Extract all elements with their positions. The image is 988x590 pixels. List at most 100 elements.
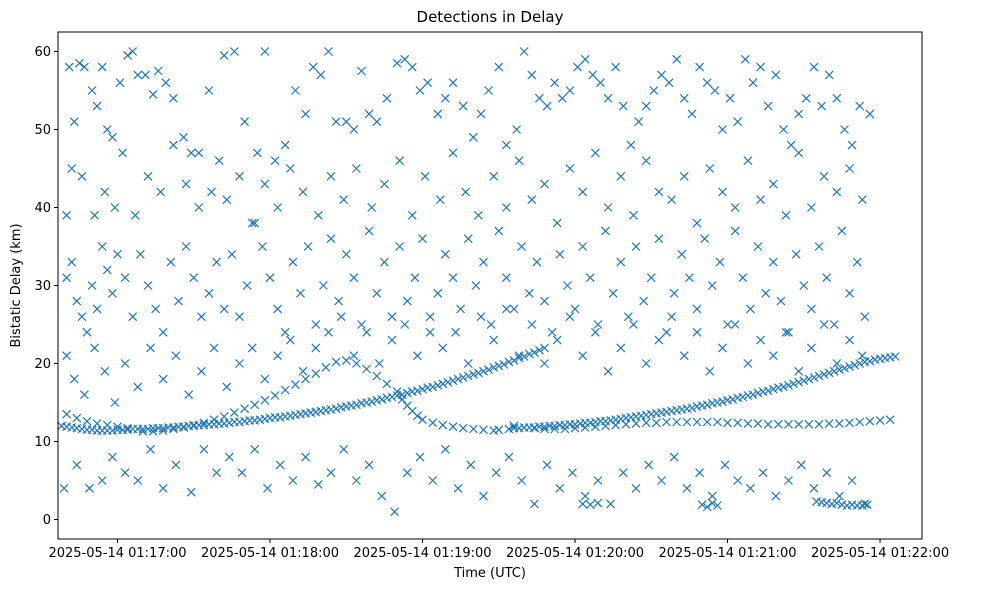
data-point: [219, 304, 229, 314]
data-point: [540, 179, 549, 189]
data-point: [301, 109, 311, 119]
data-point: [753, 419, 763, 429]
data-point: [718, 343, 727, 353]
data-point: [733, 117, 743, 127]
x-tick-label: 2025-05-14 01:17:00: [48, 546, 186, 561]
data-point: [428, 418, 438, 428]
data-point: [382, 379, 392, 389]
data-point: [387, 312, 397, 322]
data-point: [608, 288, 618, 298]
data-point: [621, 419, 631, 429]
data-point: [479, 425, 488, 435]
y-tick-label: 50: [34, 123, 51, 138]
data-point: [501, 203, 511, 212]
data-point: [209, 343, 219, 353]
data-point: [753, 242, 763, 251]
data-point: [707, 491, 717, 501]
data-point: [275, 460, 285, 470]
data-point: [534, 93, 544, 103]
data-point: [260, 374, 270, 384]
data-point: [120, 359, 130, 368]
data-point: [794, 366, 804, 376]
data-point: [341, 117, 351, 127]
data-point: [339, 195, 349, 205]
data-point: [151, 304, 161, 314]
data-point: [611, 62, 621, 72]
data-point: [855, 101, 865, 111]
data-point: [779, 125, 788, 134]
data-point: [196, 312, 206, 322]
data-point: [146, 343, 155, 353]
data-point: [801, 93, 811, 103]
data-point: [168, 140, 178, 150]
data-point: [415, 86, 425, 95]
data-point: [710, 86, 720, 95]
data-point: [730, 320, 740, 329]
data-point: [822, 273, 832, 283]
data-point: [784, 380, 793, 390]
data-point: [730, 226, 740, 236]
data-point: [448, 78, 458, 88]
data-point: [351, 400, 361, 410]
data-point: [529, 423, 539, 433]
data-point: [834, 365, 844, 375]
data-point: [573, 62, 583, 72]
data-point: [240, 404, 250, 414]
data-point: [367, 397, 377, 407]
data-point: [578, 499, 588, 509]
data-point: [771, 70, 781, 80]
data-point: [560, 424, 570, 434]
data-point: [166, 257, 176, 267]
data-point: [367, 203, 377, 212]
data-point: [235, 171, 244, 181]
data-point: [181, 179, 191, 189]
data-point: [524, 349, 534, 359]
data-point: [128, 312, 138, 322]
data-point: [438, 379, 448, 389]
data-point: [425, 312, 435, 322]
chart-title: Detections in Delay: [417, 8, 564, 26]
data-point: [641, 418, 651, 428]
data-point: [809, 373, 819, 382]
data-point: [639, 296, 649, 306]
data-point: [519, 47, 529, 56]
data-point: [547, 327, 557, 337]
data-point: [781, 210, 791, 220]
data-point: [840, 363, 849, 373]
data-point: [79, 62, 89, 72]
data-point: [260, 179, 270, 189]
data-point: [662, 417, 671, 427]
data-point: [514, 353, 524, 363]
data-point: [662, 327, 671, 337]
data-point: [590, 327, 600, 337]
data-point: [351, 164, 361, 173]
data-point: [311, 320, 321, 329]
data-point: [321, 362, 331, 372]
data-point: [738, 273, 748, 283]
data-point: [761, 288, 771, 298]
data-point: [829, 320, 839, 329]
data-point: [158, 426, 168, 436]
data-point: [494, 226, 504, 236]
data-point: [229, 47, 239, 56]
data-point: [194, 203, 204, 212]
data-point: [219, 412, 229, 421]
data-point: [822, 468, 832, 478]
data-point: [590, 422, 600, 432]
data-point: [794, 377, 804, 387]
data-point: [90, 210, 100, 220]
data-point: [817, 101, 827, 111]
data-point: [468, 132, 478, 142]
data-point: [296, 288, 305, 298]
data-point: [667, 312, 677, 322]
data-point: [148, 426, 158, 436]
data-point: [273, 304, 283, 314]
data-point: [794, 419, 804, 429]
data-point: [743, 156, 753, 166]
data-point: [491, 468, 501, 478]
data-point: [410, 273, 420, 283]
data-point: [349, 351, 359, 361]
data-point: [133, 70, 143, 80]
x-axis: 2025-05-14 01:17:00 2025-05-14 01:18:00 20…: [48, 539, 949, 561]
data-point: [565, 312, 575, 322]
